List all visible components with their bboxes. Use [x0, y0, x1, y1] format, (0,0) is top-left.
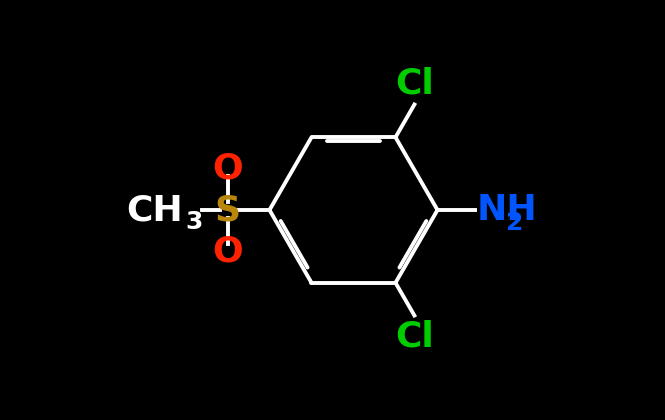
Text: CH: CH [126, 193, 184, 227]
Text: O: O [212, 235, 243, 269]
Text: 2: 2 [506, 210, 524, 235]
Text: NH: NH [476, 193, 537, 227]
Text: 3: 3 [186, 210, 203, 234]
Text: Cl: Cl [395, 66, 434, 100]
Text: S: S [214, 193, 241, 227]
Text: O: O [212, 151, 243, 185]
Text: Cl: Cl [395, 320, 434, 354]
